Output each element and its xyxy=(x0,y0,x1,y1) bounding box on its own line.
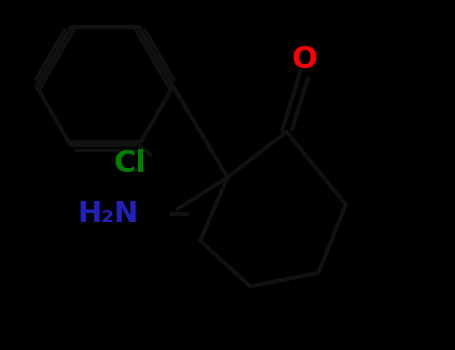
Text: Cl: Cl xyxy=(113,149,146,178)
Text: O: O xyxy=(292,44,318,74)
Text: H₂N: H₂N xyxy=(78,199,139,228)
